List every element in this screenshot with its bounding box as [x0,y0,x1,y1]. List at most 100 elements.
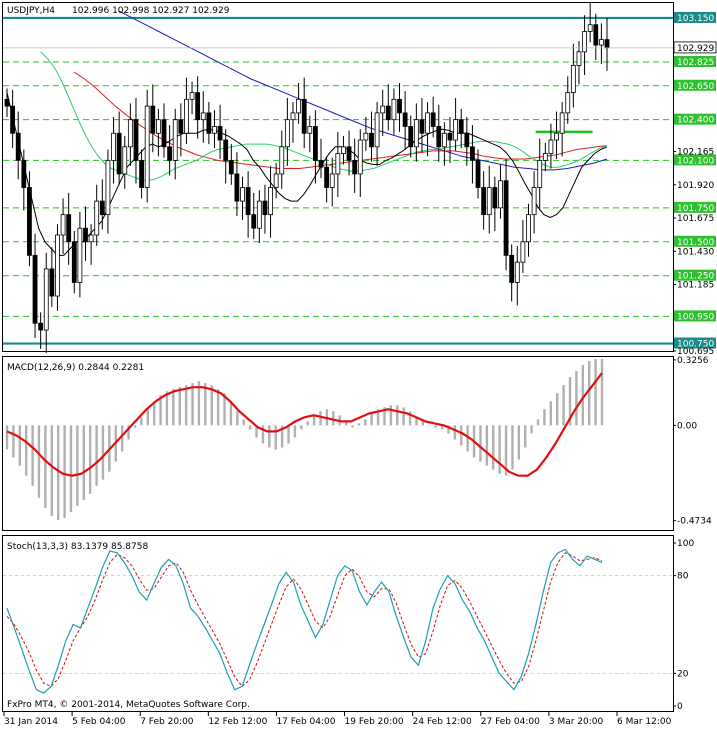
price-bar-body [127,119,133,148]
level-label-bg [674,337,716,349]
price-bar-body [77,227,83,283]
price-bar-body [335,153,341,175]
price-bar-body [32,254,38,324]
price-bar-body [21,159,27,188]
macd-histogram-bar [197,381,201,426]
price-header-symbol: USDJPY,H4 [7,6,55,16]
macd-histogram-bar [216,389,220,426]
price-tick-label: 101.675 [677,214,714,224]
time-tick-label: 31 Jan 2014 [4,717,58,727]
macd-histogram-bar [248,425,252,430]
macd-histogram-bar [223,393,226,426]
level-label-bg [674,154,716,166]
macd-histogram-bar [5,425,9,450]
macd-histogram-bar [357,423,361,426]
level-label: 102.400 [677,116,714,126]
price-bar-body [391,98,397,121]
stoch-title: Stoch(13,3,3) 83.1379 85.8758 [7,542,148,552]
price-bar-body [363,132,369,141]
price-bar-body [55,234,60,297]
price-bar-body [245,187,251,216]
price-tick-label: 100.695 [677,347,714,357]
stoch-signal-line [6,552,603,688]
macd-histogram-bar [511,425,514,470]
price-bar-body [262,200,268,216]
price-bar-body [156,119,161,134]
level-label-bg [674,201,716,213]
price-bar-body [150,105,156,134]
stoch-panel-frame [2,535,674,712]
macd-histogram-bar [37,425,41,498]
macd-histogram-bar [332,411,335,426]
price-bar-body [464,132,470,148]
ma-mid-line [40,51,608,182]
price-bar-body [256,200,262,229]
price-bar-body [357,139,363,175]
price-bar-body [318,159,324,168]
macd-indicator [5,359,604,520]
macd-histogram-bar [594,359,597,426]
macd-histogram-bar [165,391,169,426]
price-bar-body [447,132,453,141]
price-bar-body [122,146,128,175]
price-bar-body [206,112,212,134]
price-bar-body [548,139,554,154]
price-bar-body [498,180,503,209]
macd-histogram-bar [415,417,418,426]
macd-histogram-bar [172,389,175,426]
macd-histogram-bar [44,425,47,508]
macd-histogram-bar [300,425,303,430]
price-bar-body [537,159,543,188]
macd-histogram-bar [319,411,322,426]
macd-histogram-bar [383,407,386,426]
macd-histogram-bar [178,387,181,426]
price-bar-body [111,132,116,161]
price-bar-body [184,98,189,134]
price-bar-body [430,112,436,127]
ma-long-line [118,10,608,171]
price-bar-body [475,159,481,188]
macd-histogram-bar [498,425,501,474]
macd-histogram-bar [492,425,495,470]
price-bar-body [15,132,21,161]
price-bar-body [458,119,464,134]
macd-histogram-bar [536,419,540,426]
price-bar-body [559,112,565,134]
price-bar-body [352,159,358,175]
price-bar-body [94,200,100,236]
price-bar-body [296,98,301,114]
macd-histogram-bar [242,419,245,426]
macd-histogram-bar [152,401,156,426]
price-bar-body [598,39,604,46]
level-label: 102.100 [677,156,714,166]
price-bar-body [604,39,610,49]
time-tick-label: 3 Mar 20:00 [549,717,604,727]
time-tick-label: 19 Feb 20:00 [345,717,404,727]
price-bar-body [587,24,593,32]
price-bar-body [4,98,10,107]
price-panel-frame [2,2,674,352]
time-tick-label: 17 Feb 04:00 [276,717,335,727]
macd-histogram-bar [344,421,348,426]
price-bar-body [234,173,240,202]
macd-histogram-bar [184,385,188,426]
macd-histogram-bar [504,425,508,476]
price-bar-body [139,159,144,188]
macd-histogram-bar [562,385,565,426]
price-bar-body [60,214,66,236]
macd-histogram-bar [568,377,572,426]
price-bar-body [346,146,352,161]
macd-histogram-bar [434,425,437,428]
macd-tick-label: -0.4734 [677,517,712,527]
macd-histogram-bar [236,411,239,426]
price-tick-label: 101.920 [677,181,714,191]
macd-histogram-bar [261,425,265,444]
price-bar-body [195,92,201,121]
price-bar-body [273,173,279,188]
price-bar-body [565,92,571,114]
price-bar-body [453,119,458,141]
price-bar-body [290,112,296,121]
price-bar-body [554,132,559,141]
level-label: 102.650 [677,82,714,92]
